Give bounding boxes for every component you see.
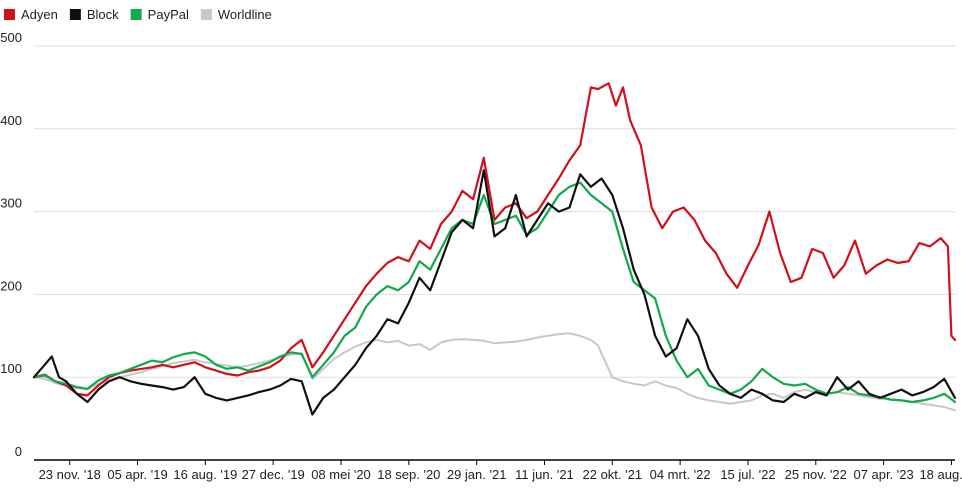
x-tick-label-05-apr-19: 05 apr. '19 <box>107 467 167 482</box>
series-line-block <box>32 169 957 416</box>
x-tick-label-16-aug-19: 16 aug. '19 <box>173 467 237 482</box>
x-tick-label-23-nov-18: 23 nov. '18 <box>39 467 101 482</box>
y-tick-label-100: 100 <box>0 361 22 376</box>
x-tick-label-25-nov-22: 25 nov. '22 <box>785 467 847 482</box>
legend-swatch-adyen <box>4 9 15 20</box>
series-lines <box>32 82 957 416</box>
legend-swatch-paypal <box>130 9 142 20</box>
x-tick-label-27-dec-19: 27 dec. '19 <box>242 467 305 482</box>
grid-lines <box>34 45 955 461</box>
legend-label-block: Block <box>87 7 119 22</box>
legend-label-adyen: Adyen <box>21 7 58 22</box>
y-axis-ticks: 0 100 200 300 400 500 <box>0 30 22 459</box>
y-tick-label-500: 500 <box>0 30 22 45</box>
x-tick-label-11-jun-21: 11 jun. '21 <box>515 467 574 482</box>
x-tick-label-07-apr-23: 07 apr. '23 <box>853 467 913 482</box>
x-tick-label-18-sep-20: 18 sep. '20 <box>377 467 440 482</box>
series-line-adyen <box>32 82 957 397</box>
y-tick-label-400: 400 <box>0 113 22 128</box>
legend-swatch-block <box>69 9 81 20</box>
y-tick-label-300: 300 <box>0 196 22 211</box>
x-tick-label-08-mei-20: 08 mei '20 <box>311 467 371 482</box>
legend-label-worldline: Worldline <box>218 7 272 22</box>
legend: Adyen Block PayPal Worldline <box>4 7 272 22</box>
x-tick-label-18-aug-23: 18 aug. '23 <box>919 467 962 482</box>
series-line-worldline <box>33 332 956 412</box>
y-tick-label-200: 200 <box>0 278 22 293</box>
legend-label-paypal: PayPal <box>148 7 189 22</box>
legend-swatch-worldline <box>200 9 212 20</box>
x-tick-label-04-mrt-22: 04 mrt. '22 <box>650 467 711 482</box>
y-tick-label-0: 0 <box>15 444 22 459</box>
x-axis: 23 nov. '18 05 apr. '19 16 aug. '19 27 dec.… <box>39 460 962 482</box>
series-line-paypal <box>32 181 957 404</box>
x-tick-label-29-jan-21: 29 jan. '21 <box>447 467 507 482</box>
x-tick-label-22-okt-21: 22 okt. '21 <box>583 467 643 482</box>
x-tick-label-15-jul-22: 15 jul. '22 <box>720 467 775 482</box>
